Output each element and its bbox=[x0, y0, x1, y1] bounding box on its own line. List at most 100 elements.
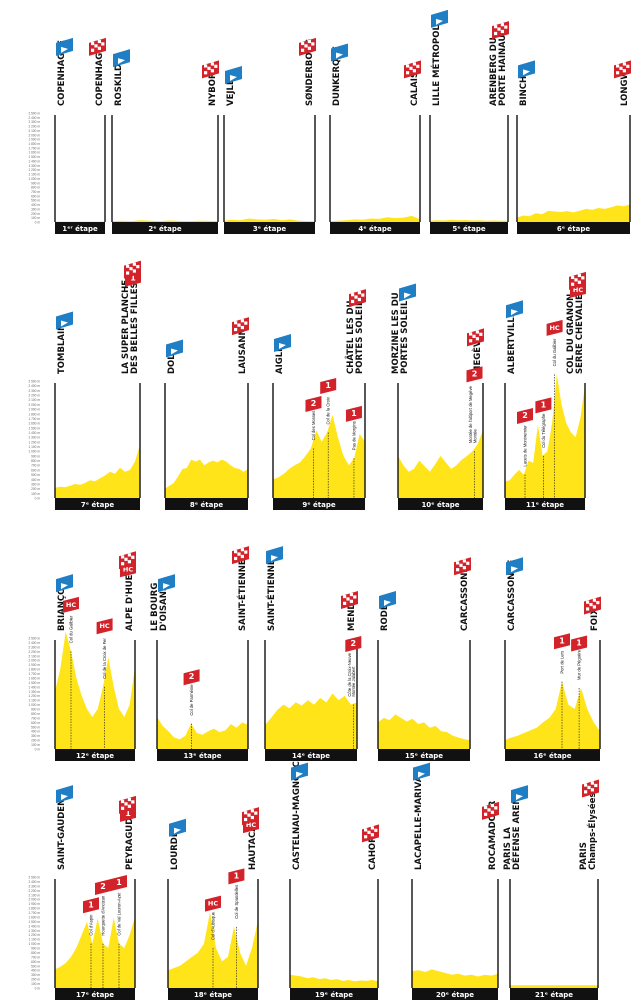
climb-category: HC bbox=[123, 565, 133, 573]
start-city: SAINT-ÉTIENNE bbox=[265, 559, 277, 631]
axis-tick-label: 1 500 m bbox=[28, 920, 40, 924]
finish-city: HAUTACAM bbox=[248, 817, 258, 870]
start-arrow-icon bbox=[61, 46, 68, 53]
checker-square bbox=[97, 39, 101, 44]
stage-label: 15ᵉ étape bbox=[405, 752, 443, 760]
checker-square bbox=[129, 267, 133, 271]
text-line: PARIS bbox=[579, 842, 589, 870]
start-city: BRIANÇON bbox=[57, 581, 67, 631]
checker-square bbox=[204, 71, 208, 75]
checker-square bbox=[456, 568, 460, 572]
text-line: PORTES SOLEIL bbox=[355, 300, 365, 374]
stage-label: 21ᵉ étape bbox=[535, 991, 573, 999]
checker-square bbox=[494, 806, 498, 810]
stage-profile: 16ᵉ étape bbox=[504, 640, 601, 761]
checker-square bbox=[240, 548, 244, 552]
checker-square bbox=[304, 44, 308, 48]
start-flag-shape bbox=[506, 300, 523, 319]
climb-badge: 1 bbox=[554, 633, 570, 650]
axis-tick-label: 1 100 m bbox=[28, 699, 40, 703]
start-flag-shape bbox=[166, 339, 183, 358]
checker-square bbox=[577, 280, 581, 284]
checker-square bbox=[124, 557, 128, 561]
climb-name: Col du Galibier bbox=[69, 615, 74, 643]
checker-square bbox=[121, 806, 125, 810]
climb-badge: 2 bbox=[517, 408, 533, 425]
checker-square bbox=[351, 299, 355, 304]
finish-city: ALPE D'HUEZ bbox=[125, 568, 135, 631]
finish-city: CAHORS bbox=[368, 830, 378, 870]
elevation-area bbox=[505, 374, 585, 498]
checker-square bbox=[357, 291, 361, 295]
checker-square bbox=[472, 334, 476, 338]
checker-square bbox=[244, 550, 248, 554]
axis-tick-label: 0 m bbox=[35, 497, 41, 501]
axis-tick-label: 1 300 m bbox=[28, 436, 40, 440]
start-city: ALBERTVILLE bbox=[507, 311, 517, 374]
checker-square bbox=[349, 592, 353, 597]
checker-square bbox=[91, 41, 95, 46]
checker-square bbox=[504, 25, 508, 29]
checker-square bbox=[475, 337, 479, 341]
axis-tick-label: 2 400 m bbox=[28, 641, 40, 645]
checker-square bbox=[571, 282, 575, 286]
climb-name: Port de Lers bbox=[560, 651, 565, 674]
start-flag-icon bbox=[506, 557, 523, 576]
start-city: CARCASSONNE bbox=[507, 560, 517, 631]
checker-square bbox=[240, 325, 244, 330]
checker-square bbox=[250, 815, 254, 820]
elevation-area bbox=[378, 714, 470, 749]
start-arrow-icon bbox=[296, 771, 303, 778]
axis-tick-label: 1 400 m bbox=[28, 685, 40, 689]
checker-square bbox=[311, 42, 315, 46]
start-flag-shape bbox=[266, 546, 283, 565]
axis-tick-label: 1 700 m bbox=[28, 417, 40, 421]
finish-flag-icon bbox=[454, 557, 471, 576]
checker-square bbox=[254, 811, 258, 815]
climb-badge: HC bbox=[96, 618, 113, 635]
stage-label-bar bbox=[505, 498, 585, 510]
checker-square bbox=[584, 783, 588, 787]
stage-profile: 6ᵉ étape bbox=[516, 115, 631, 234]
stage-label-bar bbox=[430, 222, 508, 234]
text-line: LE BOURG bbox=[150, 583, 160, 631]
climb-category: HC bbox=[246, 821, 256, 829]
checker-square bbox=[587, 785, 591, 790]
finish-flag-icon bbox=[242, 807, 259, 826]
text-line: SERRE CHEVALIER bbox=[575, 287, 585, 374]
stage-profile: 8ᵉ étape bbox=[164, 383, 249, 510]
start-flag-icon bbox=[431, 9, 448, 28]
axis-tick-label: 2 000 m bbox=[28, 898, 40, 902]
axis-tick-label: 600 m bbox=[31, 721, 40, 725]
checker-square bbox=[357, 297, 361, 302]
checker-square bbox=[210, 69, 214, 73]
climb-name: Col des Mosses bbox=[311, 411, 316, 441]
stage-label-bar bbox=[378, 749, 470, 761]
checker-square bbox=[592, 598, 596, 602]
stage-profile: 9ᵉ étape bbox=[272, 383, 366, 510]
climb-badge-shape bbox=[571, 635, 588, 652]
finish-flag-icon bbox=[124, 260, 141, 279]
axis-tick-label: 2 200 m bbox=[28, 650, 40, 654]
stage-profile: 7ᵉ étape bbox=[54, 383, 141, 510]
climb-badge-shape bbox=[554, 633, 570, 650]
climb-name: Montée de l'altiport de MegèveMontée bbox=[468, 385, 477, 443]
checker-square bbox=[124, 802, 128, 806]
checker-square bbox=[244, 817, 248, 822]
stage-label-bar bbox=[55, 749, 135, 761]
climb-category: 1 bbox=[325, 381, 331, 390]
start-flag-icon bbox=[266, 546, 283, 565]
axis-tick-label: 900 m bbox=[31, 454, 40, 458]
stage-label-bar bbox=[157, 749, 248, 761]
text-line: PORTES SOLEIL bbox=[400, 300, 410, 374]
finish-flag-icon bbox=[492, 21, 509, 40]
start-city: COPENHAGUE bbox=[57, 40, 67, 106]
climb-category: 1 bbox=[125, 809, 131, 818]
climb-category: 2 bbox=[189, 672, 195, 681]
checker-square bbox=[592, 605, 596, 609]
axis-tick-label: 2 100 m bbox=[28, 893, 40, 897]
stage-profile: 21ᵉ étape bbox=[509, 879, 599, 1000]
stage-label: 14ᵉ étape bbox=[292, 752, 330, 760]
checker-square bbox=[351, 293, 355, 297]
start-city: DUNKERQUE bbox=[332, 46, 342, 106]
